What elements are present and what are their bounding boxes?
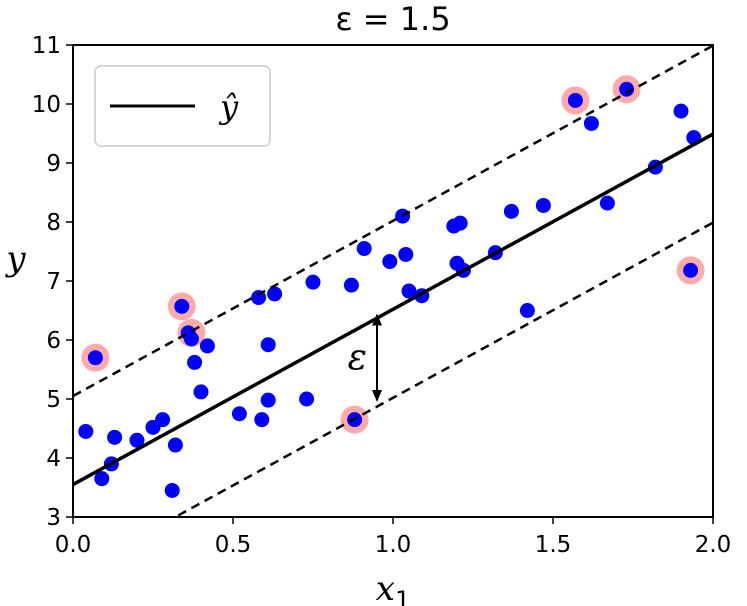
data-point — [199, 338, 215, 354]
regression-lines-layer — [73, 45, 713, 517]
data-point — [683, 262, 699, 278]
data-point — [87, 350, 103, 366]
data-point — [107, 429, 123, 445]
y-tick-label: 6 — [46, 328, 61, 354]
data-point — [583, 115, 599, 131]
data-point — [193, 384, 209, 400]
y-tick-label: 11 — [32, 33, 61, 59]
legend: ŷ — [94, 65, 271, 147]
data-point — [155, 412, 171, 428]
data-point — [260, 337, 276, 353]
data-point — [567, 92, 583, 108]
data-point — [78, 423, 94, 439]
y-tick-label: 5 — [46, 387, 61, 413]
y-tick-label: 4 — [46, 446, 61, 472]
data-point — [619, 81, 635, 97]
x-axis-label: x1 — [376, 569, 410, 606]
data-point — [382, 254, 398, 270]
data-point — [164, 482, 180, 498]
data-point — [343, 277, 359, 293]
data-point — [599, 195, 615, 211]
upper-margin-line — [73, 45, 713, 398]
data-point — [187, 354, 203, 370]
data-point — [231, 406, 247, 422]
x-tick-label: 1.5 — [535, 532, 572, 558]
data-point — [129, 432, 145, 448]
x-tick-label: 2.0 — [695, 532, 732, 558]
data-point-layer — [78, 81, 702, 498]
x-axis-ticks: 0.0 0.5 1.0 1.5 2.0 — [55, 517, 732, 558]
data-point — [503, 203, 519, 219]
x-tick-label: 1.0 — [375, 532, 412, 558]
epsilon-annotation: ε — [348, 313, 382, 402]
epsilon-label: ε — [348, 338, 367, 379]
data-point — [174, 298, 190, 314]
x-axis-label-subscript: 1 — [395, 586, 410, 606]
y-tick-label: 8 — [46, 210, 61, 236]
y-tick-label: 9 — [46, 151, 61, 177]
y-tick-label: 7 — [46, 269, 61, 295]
data-point — [254, 412, 270, 428]
data-point — [305, 274, 321, 290]
epsilon-arrow-head-top — [372, 313, 382, 326]
regression-line — [73, 132, 713, 487]
y-tick-label: 3 — [46, 505, 61, 531]
data-point — [167, 437, 183, 453]
legend-label: ŷ — [218, 88, 239, 126]
data-point — [356, 241, 372, 257]
data-point — [183, 331, 199, 347]
x-tick-label: 0.0 — [55, 532, 92, 558]
y-axis-ticks: 3 4 5 6 7 8 9 10 11 — [32, 33, 73, 531]
data-point — [299, 391, 315, 407]
data-point — [401, 283, 417, 299]
data-point — [519, 303, 535, 318]
lower-margin-line — [172, 221, 713, 517]
data-point — [673, 103, 689, 119]
chart-title: ε = 1.5 — [335, 0, 450, 38]
y-tick-label: 10 — [32, 92, 61, 118]
data-point — [535, 197, 551, 213]
data-point — [452, 215, 468, 231]
data-point — [260, 392, 276, 408]
data-point — [94, 471, 110, 487]
x-tick-label: 0.5 — [215, 532, 252, 558]
epsilon-arrow-head-bottom — [372, 389, 382, 402]
data-point — [267, 286, 283, 302]
data-point — [398, 246, 414, 262]
y-axis-label: y — [4, 239, 26, 279]
